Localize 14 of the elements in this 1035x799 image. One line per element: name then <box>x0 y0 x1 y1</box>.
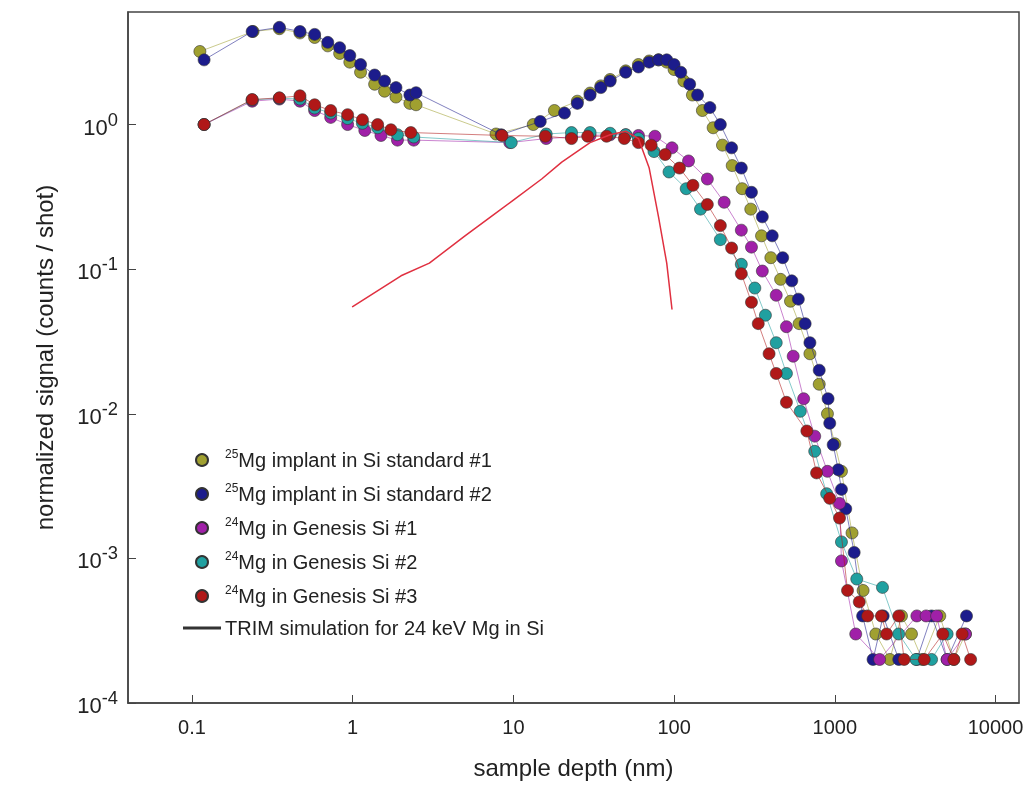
x-tick-label: 10 <box>502 716 525 738</box>
x-tick-label: 0.1 <box>178 716 206 738</box>
y-tick-label: 10$^{-4}$ <box>77 687 118 718</box>
y-tick-label: 10$^{-2}$ <box>77 398 118 429</box>
y-axis-title: normalized signal (counts / shot) <box>30 184 58 531</box>
x-axis-title: sample depth (nm) <box>473 753 674 781</box>
y-tick-label: 10$^{0}$ <box>83 108 118 140</box>
x-tick-label: 100 <box>657 716 691 738</box>
y-tick-label: 10$^{-3}$ <box>77 542 118 574</box>
legend-label: TRIM simulation for 24 keV Mg in Si <box>225 617 544 639</box>
x-tick-label: 1000 <box>812 716 858 738</box>
x-tick-label: 1 <box>347 716 359 738</box>
y-tick-label: 10$^{-1}$ <box>77 253 118 284</box>
x-tick-label: 10000 <box>967 716 1024 738</box>
